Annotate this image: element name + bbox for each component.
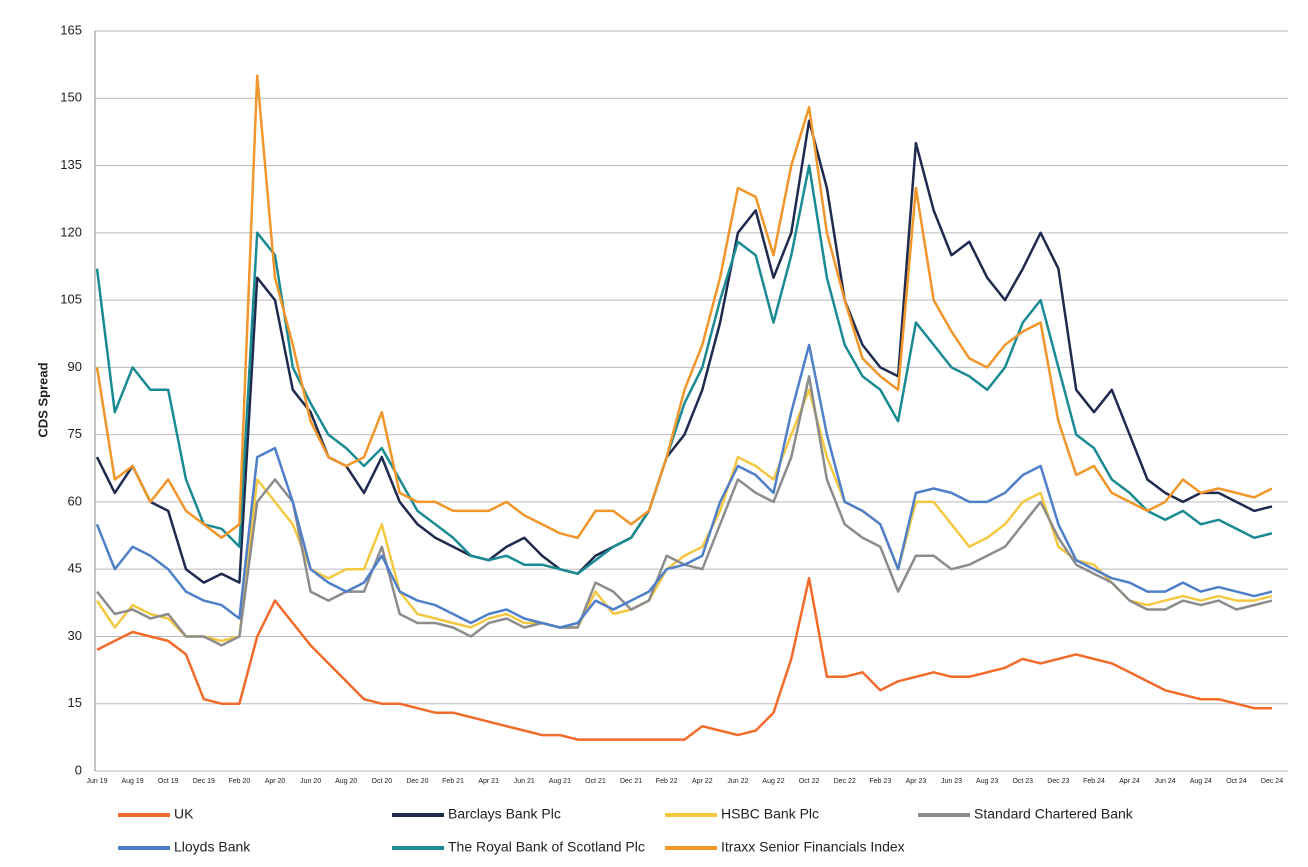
x-tick-label: Oct 22 — [799, 778, 820, 785]
x-tick-label: Dec 23 — [1047, 778, 1069, 785]
x-tick-label: Oct 23 — [1012, 778, 1033, 785]
x-tick-label: Aug 23 — [976, 778, 998, 785]
x-tick-label: Oct 21 — [585, 778, 606, 785]
x-tick-label: Jun 22 — [727, 778, 748, 785]
x-tick-label: Jun 19 — [86, 778, 107, 785]
x-tick-label: Dec 20 — [406, 778, 428, 785]
x-tick-label: Apr 21 — [478, 778, 499, 785]
x-tick-label: Dec 22 — [834, 778, 856, 785]
x-tick-label: Jun 23 — [941, 778, 962, 785]
y-tick-label: 45 — [68, 561, 82, 576]
x-tick-label: Jun 20 — [300, 778, 321, 785]
x-tick-label: Aug 24 — [1190, 778, 1212, 785]
series-line — [95, 74, 1273, 540]
x-tick-label: Feb 23 — [869, 778, 891, 785]
x-tick-label: Oct 19 — [158, 778, 179, 785]
legend-label: Barclays Bank Plc — [448, 806, 561, 822]
x-tick-label: Dec 24 — [1261, 778, 1283, 785]
legend-label: Itraxx Senior Financials Index — [721, 839, 905, 855]
x-tick-label: Oct 20 — [372, 778, 393, 785]
y-tick-label: 120 — [60, 224, 82, 239]
y-tick-label: 105 — [60, 292, 82, 307]
x-tick-label: Jun 24 — [1155, 778, 1176, 785]
x-tick-label: Aug 20 — [335, 778, 357, 785]
x-tick-label: Feb 24 — [1083, 778, 1105, 785]
x-tick-label: Aug 21 — [549, 778, 571, 785]
x-tick-label: Feb 20 — [229, 778, 251, 785]
x-tick-label: Oct 24 — [1226, 778, 1247, 785]
x-tick-label: Aug 19 — [122, 778, 144, 785]
x-tick-label: Feb 21 — [442, 778, 464, 785]
x-tick-label: Apr 24 — [1119, 778, 1140, 785]
x-tick-label: Feb 22 — [656, 778, 678, 785]
x-tick-label: Dec 21 — [620, 778, 642, 785]
y-tick-label: 0 — [75, 762, 82, 777]
y-tick-label: 150 — [60, 90, 82, 105]
legend-label: The Royal Bank of Scotland Plc — [448, 839, 645, 855]
y-tick-label: 90 — [68, 359, 82, 374]
legend-label: UK — [174, 806, 194, 822]
y-tick-label: 165 — [60, 22, 82, 37]
x-tick-label: Aug 22 — [762, 778, 784, 785]
y-tick-label: 75 — [68, 426, 82, 441]
x-tick-label: Apr 22 — [692, 778, 713, 785]
series-line — [95, 119, 1273, 584]
series-line — [95, 343, 1273, 629]
legend-label: Standard Chartered Bank — [974, 806, 1134, 822]
y-tick-label: 30 — [68, 628, 82, 643]
y-axis-label: CDS Spread — [35, 362, 50, 437]
legend-label: HSBC Bank Plc — [721, 806, 819, 822]
y-tick-label: 135 — [60, 157, 82, 172]
series-line — [96, 576, 1272, 741]
y-tick-label: 60 — [68, 493, 82, 508]
y-tick-label: 15 — [68, 695, 82, 710]
x-tick-label: Jun 21 — [514, 778, 535, 785]
x-tick-label: Apr 20 — [265, 778, 286, 785]
series-line — [95, 164, 1273, 575]
x-tick-label: Dec 19 — [193, 778, 215, 785]
x-tick-label: Apr 23 — [906, 778, 927, 785]
legend-label: Lloyds Bank — [174, 839, 251, 855]
